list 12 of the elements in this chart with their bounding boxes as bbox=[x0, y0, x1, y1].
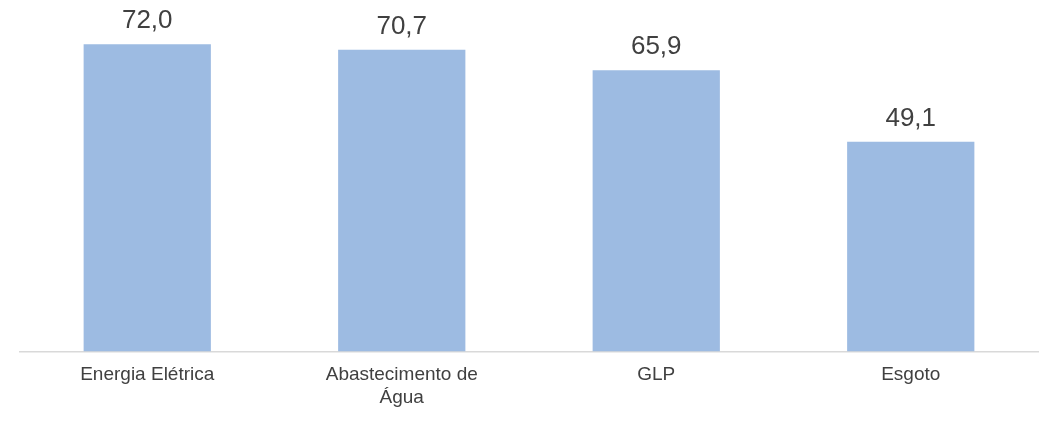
x-tick-label: GLP bbox=[637, 363, 676, 385]
x-tick-label: Energia Elétrica bbox=[80, 363, 215, 385]
x-tick-label: Abastecimento de Água bbox=[325, 363, 478, 407]
bar bbox=[847, 141, 975, 352]
data-label: 72,0 bbox=[121, 4, 173, 35]
data-label: 49,1 bbox=[885, 102, 937, 133]
data-label: 70,7 bbox=[376, 9, 428, 40]
x-tick-label: Esgoto bbox=[881, 363, 941, 385]
bar bbox=[592, 70, 720, 352]
bar bbox=[83, 44, 211, 352]
bar bbox=[338, 49, 466, 352]
data-label: 65,9 bbox=[630, 30, 682, 61]
